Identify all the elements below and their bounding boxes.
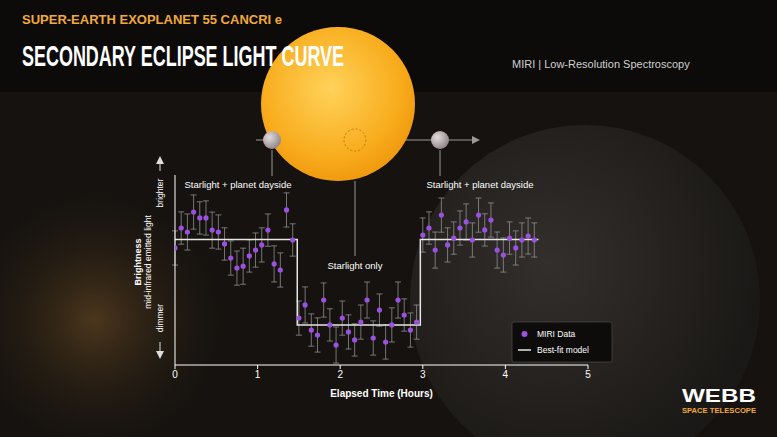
svg-text:2: 2 (337, 369, 343, 380)
svg-text:Elapsed Time (Hours): Elapsed Time (Hours) (330, 388, 433, 399)
svg-text:4: 4 (503, 369, 509, 380)
svg-text:WEBB: WEBB (682, 385, 756, 406)
svg-text:3: 3 (420, 369, 426, 380)
svg-text:SUPER-EARTH EXOPLANET 55 CANCR: SUPER-EARTH EXOPLANET 55 CANCRI e (22, 13, 282, 27)
svg-text:Best-fit model: Best-fit model (537, 345, 589, 355)
svg-text:Brightness: Brightness (133, 238, 143, 285)
svg-text:SECONDARY ECLIPSE LIGHT CURVE: SECONDARY ECLIPSE LIGHT CURVE (22, 39, 344, 72)
svg-text:SPACE TELESCOPE: SPACE TELESCOPE (682, 407, 756, 414)
svg-text:Starlight + planet dayside: Starlight + planet dayside (185, 179, 292, 190)
svg-text:brighter: brighter (155, 178, 165, 207)
svg-text:MIRI | Low-Resolution Spectros: MIRI | Low-Resolution Spectroscopy (512, 58, 690, 70)
svg-text:MIRI Data: MIRI Data (537, 329, 576, 339)
svg-text:5: 5 (585, 369, 591, 380)
svg-text:1: 1 (255, 369, 261, 380)
svg-text:mid-infrared emitted light: mid-infrared emitted light (143, 215, 153, 309)
svg-text:0: 0 (172, 369, 178, 380)
svg-text:Starlight only: Starlight only (328, 260, 383, 271)
svg-text:Starlight + planet dayside: Starlight + planet dayside (427, 179, 534, 190)
svg-text:dimmer: dimmer (155, 304, 165, 333)
